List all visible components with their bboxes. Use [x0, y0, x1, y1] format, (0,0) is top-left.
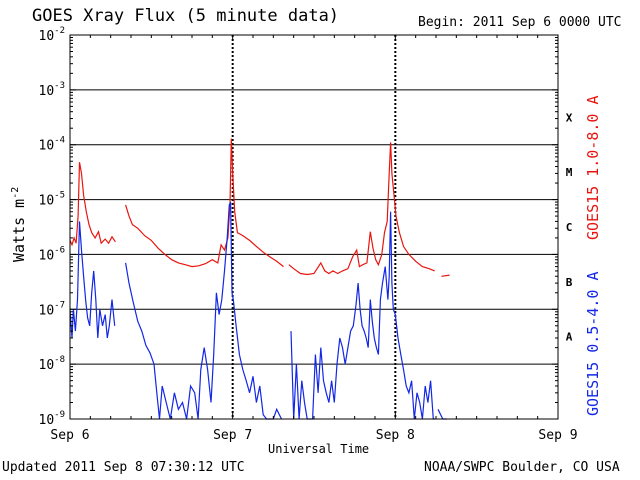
flare-class-label: C	[566, 221, 573, 234]
y-axis-ticks: 10-9 10-8 10-7 10-6 10-5 10-4 10-3 10-2	[39, 26, 558, 428]
series-line-short	[290, 211, 436, 420]
credit-label: NOAA/SWPC Boulder, CO USA	[424, 460, 620, 475]
legend-series-short: GOES15 0.5-4.0 A	[584, 272, 602, 417]
flare-class-label: A	[566, 331, 573, 344]
y-tick-label: 10-5	[39, 191, 66, 209]
updated-timestamp: Updated 2011 Sep 8 07:30:12 UTC	[2, 460, 245, 475]
flare-class-labels: X M C B A	[566, 111, 573, 343]
legend-series-long: GOES15 1.0-8.0 A	[584, 96, 602, 241]
y-tick-label: 10-4	[39, 136, 66, 154]
flare-class-label: X	[566, 111, 573, 124]
y-axis-label: Watts m-2	[10, 187, 28, 262]
x-tick-label: Sep 6	[50, 428, 89, 443]
x-tick-label: Sep 7	[213, 428, 252, 443]
series-line-long	[288, 142, 435, 276]
x-tick-label: Sep 9	[538, 428, 577, 443]
series-line-short	[437, 409, 447, 420]
series-line-long	[441, 274, 450, 277]
y-tick-label: 10-7	[39, 300, 66, 318]
series-line-short	[69, 221, 116, 339]
begin-time-label: Begin: 2011 Sep 6 0000 UTC	[418, 15, 622, 30]
series-layer	[69, 138, 450, 420]
series-line-short	[125, 201, 283, 420]
y-tick-label: 10-6	[39, 245, 66, 263]
x-axis-ticks: Sep 6 Sep 7 Sep 8 Sep 9	[50, 35, 578, 443]
series-line-long	[125, 138, 284, 268]
x-tick-label: Sep 8	[376, 428, 415, 443]
series-line-long	[69, 162, 116, 247]
y-tick-label: 10-3	[39, 81, 66, 99]
chart-title: GOES Xray Flux (5 minute data)	[32, 6, 340, 26]
plot-frame	[69, 34, 559, 420]
x-axis-label: Universal Time	[268, 442, 370, 456]
flare-class-label: B	[566, 276, 573, 289]
y-tick-label: 10-2	[39, 26, 66, 44]
flare-class-label: M	[566, 166, 573, 179]
y-tick-label: 10-9	[39, 410, 66, 428]
grid-lines	[70, 35, 558, 419]
y-tick-label: 10-8	[39, 355, 66, 373]
